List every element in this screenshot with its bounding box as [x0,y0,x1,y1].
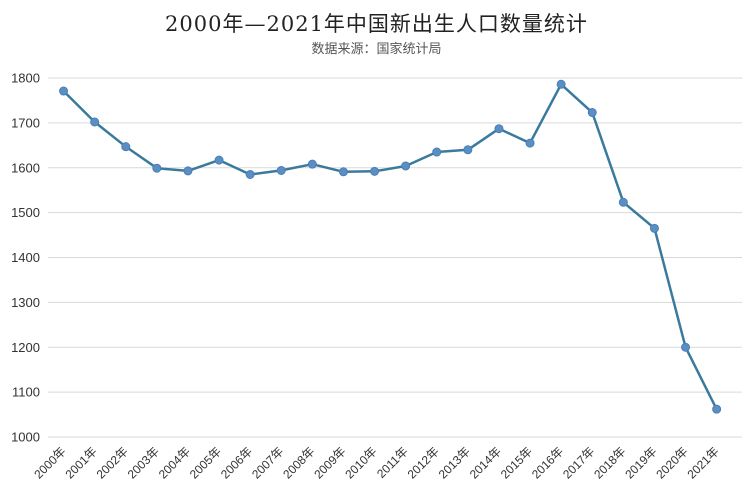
data-points [59,79,722,414]
x-tick-label: 2008年 [280,444,317,481]
y-tick-label: 1000 [11,430,40,445]
y-tick-label: 1200 [11,340,40,355]
data-point [401,161,411,171]
x-tick-label: 2013年 [436,444,473,481]
data-point [432,147,442,157]
data-point [463,145,473,155]
data-point [59,86,69,96]
y-tick-label: 1100 [12,385,40,400]
x-tick-label: 2020年 [653,444,690,481]
x-tick-label: 2014年 [467,444,504,481]
x-tick-label: 2017年 [560,444,597,481]
x-tick-label: 2005年 [187,444,224,481]
data-point [307,159,317,169]
y-tick-label: 1500 [11,205,40,220]
data-point [90,117,100,127]
x-tick-label: 2001年 [63,444,100,481]
data-point [276,165,286,175]
x-tick-label: 2000年 [31,444,68,481]
chart-subtitle: 数据来源：国家统计局 [311,42,442,57]
data-point [649,223,659,233]
data-point [681,342,691,352]
data-point [525,138,535,148]
y-axis-tick-labels: 1000 1100 1200 1300 1400 1500 1600 1700 1800 [11,71,40,445]
y-tick-label: 1700 [11,115,40,130]
chart-title: 2000年—2021年中国新出生人口数量统计 [165,12,588,36]
y-tick-label: 1300 [11,295,40,310]
x-tick-label: 2021年 [685,444,722,481]
x-tick-label: 2007年 [249,444,286,481]
gridlines [48,77,742,438]
data-point [152,163,162,173]
x-tick-label: 2002年 [94,444,131,481]
data-point [618,197,628,207]
x-tick-label: 2018年 [591,444,628,481]
data-point [712,404,722,414]
x-tick-label: 2006年 [218,444,255,481]
data-point [183,166,193,176]
data-point [338,167,348,177]
y-tick-label: 1600 [11,160,40,175]
data-point [587,108,597,118]
x-axis-tick-labels: 2000年2001年2002年2003年2004年2005年2006年2007年… [31,444,721,481]
x-tick-label: 2019年 [622,444,659,481]
data-point [370,166,380,176]
x-tick-label: 2011年 [374,444,411,481]
series-line [62,83,718,410]
data-point [556,79,566,89]
x-tick-label: 2012年 [405,444,442,481]
x-tick-label: 2004年 [156,444,193,481]
x-tick-label: 2003年 [125,444,162,481]
y-tick-label: 1400 [11,250,40,265]
x-tick-label: 2010年 [342,444,379,481]
y-tick-label: 1800 [11,71,40,86]
data-point [494,124,504,134]
data-point [121,142,131,152]
x-tick-label: 2009年 [311,444,348,481]
data-point [245,169,255,179]
x-tick-label: 2016年 [529,444,566,481]
x-tick-label: 2015年 [498,444,535,481]
data-point [214,155,224,165]
series-line-layer [62,83,718,410]
